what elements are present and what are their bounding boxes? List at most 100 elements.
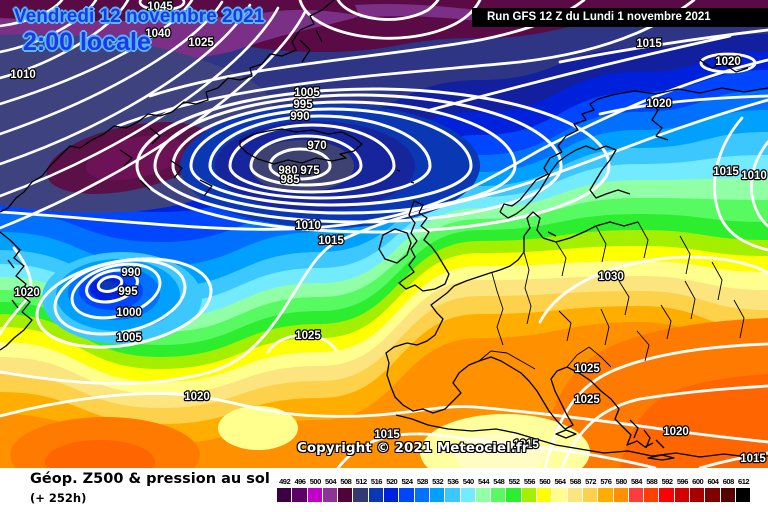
isobar-ring	[189, 107, 473, 207]
country-borders	[478, 221, 745, 370]
forecast-hour: (+ 252h)	[30, 491, 87, 505]
legend-color-swatch	[353, 488, 368, 502]
legend-value-label: 504	[325, 477, 337, 486]
legend-color-swatch	[429, 488, 445, 502]
legend-value-label: 500	[309, 477, 322, 486]
legend-color-swatch	[414, 488, 429, 502]
legend-value-label: 548	[493, 477, 505, 486]
legend-color-swatch	[338, 488, 353, 502]
legend-value-label: 576	[600, 477, 612, 486]
legend-color-swatch	[368, 488, 384, 502]
legend-value-label: 572	[585, 477, 597, 486]
pressure-label: 1010	[10, 69, 36, 81]
legend-color-swatch	[506, 488, 521, 502]
pressure-label: 990	[121, 267, 140, 279]
balkan-coast	[566, 366, 654, 448]
legend-color-swatch	[582, 488, 598, 502]
pressure-label: 1020	[184, 391, 210, 403]
legend-value-label: 604	[707, 477, 719, 486]
legend-step: 608	[720, 477, 736, 502]
legend-step: 536	[445, 477, 460, 502]
pressure-label: 1025	[574, 394, 600, 406]
legend-color-swatch	[659, 488, 674, 502]
scandinavia-coast	[499, 87, 768, 213]
legend-color-swatch	[399, 488, 414, 502]
pressure-label: 970	[307, 140, 326, 152]
legend-color-swatch	[735, 488, 751, 502]
legend-value-label: 536	[447, 477, 459, 486]
model-run-info-box: Run GFS 12 Z du Lundi 1 novembre 2021	[472, 8, 768, 27]
legend-step: 512	[353, 477, 368, 502]
legend-color-swatch	[705, 488, 720, 502]
legend-step: 492	[277, 477, 292, 502]
italy-coast	[478, 356, 574, 430]
pressure-label: 1025	[574, 363, 600, 375]
pressure-label: 1025	[188, 37, 214, 49]
geopotential-map: 1045 1040 1025 1010 1005 995 990 970 980 975 985 99…	[0, 0, 768, 468]
legend-value-label: 540	[462, 477, 475, 486]
legend-panel: Géop. Z500 & pression au sol (+ 252h) 49…	[0, 468, 768, 512]
pressure-label: 985	[280, 174, 300, 186]
legend-color-swatch	[537, 488, 552, 502]
legend-color-swatch	[460, 488, 475, 502]
pressure-label: 1015	[740, 453, 766, 465]
legend-step: 532	[429, 477, 445, 502]
legend-step: 600	[690, 477, 705, 502]
greenland-coast	[0, 0, 335, 213]
denmark-coast	[523, 211, 557, 239]
legend-step: 592	[659, 477, 674, 502]
legend-value-label: 580	[615, 477, 628, 486]
legend-value-label: 592	[661, 477, 674, 486]
legend-step: 580	[613, 477, 629, 502]
legend-step: 596	[674, 477, 690, 502]
legend-step: 556	[521, 477, 537, 502]
legend-step: 528	[414, 477, 430, 502]
legend-value-label: 560	[539, 477, 551, 486]
pressure-label: 990	[290, 111, 309, 123]
legend-value-label: 596	[676, 477, 689, 486]
iceland-coast	[239, 128, 363, 165]
isobar-ring	[208, 114, 432, 200]
legend-value-label: 556	[523, 477, 536, 486]
legend-value-label: 544	[478, 477, 490, 486]
legend-color-swatch	[292, 488, 307, 502]
legend-color-swatch	[720, 488, 735, 502]
pressure-label: 1015	[636, 38, 662, 50]
pressure-label: 980	[278, 165, 297, 177]
pressure-label: 1010	[741, 170, 767, 182]
legend-step: 540	[460, 477, 476, 502]
legend-color-swatch	[277, 488, 292, 502]
color-scale: 492 496 500 504 508 512 516 520 524 528 532 536 540 5…	[277, 477, 751, 502]
legend-value-label: 512	[355, 477, 368, 486]
legend-value-label: 516	[370, 477, 383, 486]
legend-color-swatch	[628, 488, 644, 502]
legend-value-label: 588	[646, 477, 658, 486]
legend-step: 548	[491, 477, 506, 502]
legend-step: 508	[338, 477, 353, 502]
pressure-label: 1015	[713, 166, 739, 178]
legend-step: 564	[552, 477, 567, 502]
pressure-label: 1020	[14, 287, 40, 299]
legend-color-swatch	[445, 488, 460, 502]
greece-coast	[629, 419, 675, 461]
legend-value-label: 492	[279, 477, 291, 486]
france-coast	[406, 285, 455, 346]
north-sea-coast	[453, 236, 525, 287]
isobar-ring	[153, 93, 563, 224]
legend-step: 588	[644, 477, 659, 502]
legend-step: 496	[292, 477, 307, 502]
legend-color-swatch	[384, 488, 399, 502]
legend-value-label: 584	[630, 477, 643, 486]
legend-step: 612	[735, 477, 751, 502]
atlantic-low-rings	[35, 257, 213, 349]
legend-color-swatch	[644, 488, 659, 502]
legend-color-swatch	[567, 488, 582, 502]
legend-value-label: 600	[692, 477, 704, 486]
pressure-label: 1015	[374, 429, 400, 441]
coastlines-layer	[0, 0, 768, 461]
pressure-label: 1005	[116, 332, 142, 344]
legend-color-swatch	[552, 488, 567, 502]
